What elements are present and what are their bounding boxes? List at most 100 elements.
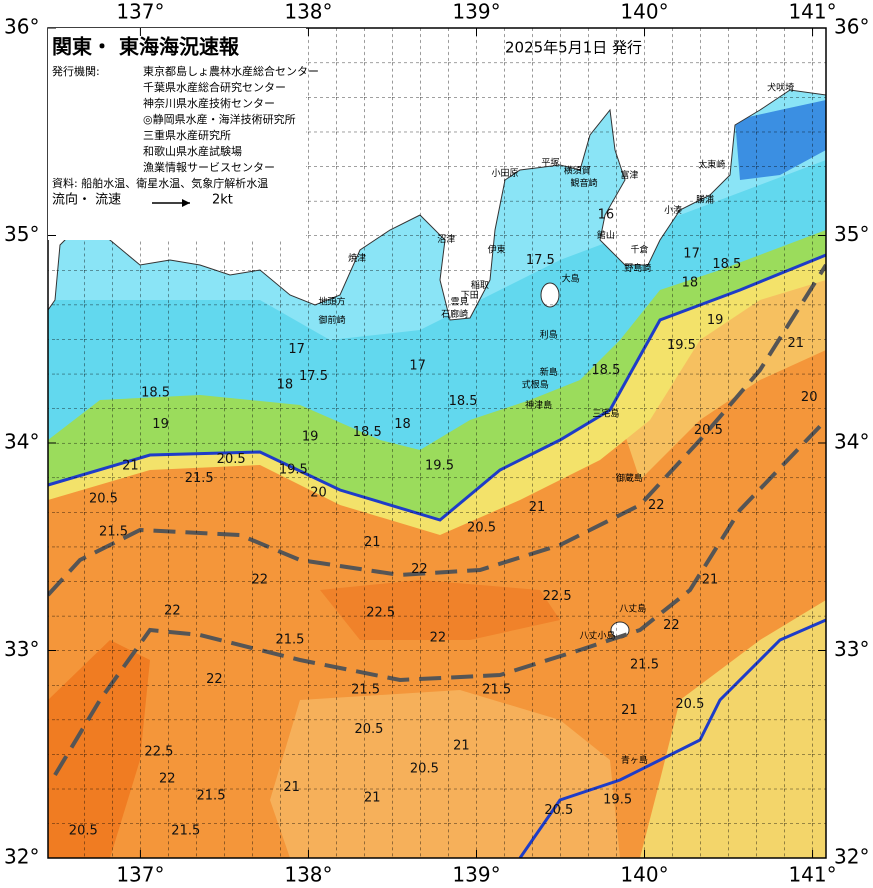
- contour-label: 19.5: [603, 792, 632, 807]
- flow-scale: 2kt: [212, 193, 233, 208]
- place-name: 太東崎: [698, 158, 725, 170]
- contour-label: 19: [302, 429, 319, 444]
- contour-label: 18: [277, 377, 294, 392]
- contour-label: 18: [394, 417, 411, 432]
- issue-date: 2025年5月1日 発行: [505, 39, 642, 57]
- place-name: 小田原: [492, 168, 519, 179]
- y-tick-label: 33°: [834, 637, 869, 661]
- y-tick-label: 36°: [4, 15, 39, 39]
- place-name: 観音崎: [571, 177, 598, 189]
- place-name: 横須賀: [564, 165, 591, 177]
- agency: ◎静岡県水産・海洋技術研究所: [143, 112, 296, 126]
- place-name: 犬吠埼: [767, 82, 794, 94]
- place-name: 伊東: [488, 244, 506, 256]
- place-name: 御蔵島: [616, 472, 643, 484]
- contour-label: 21.5: [197, 788, 226, 803]
- contour-label: 21.5: [351, 682, 380, 697]
- agency: 和歌山県水産試験場: [143, 144, 242, 158]
- contour-label: 22: [430, 631, 447, 646]
- x-tick-label: 137°: [116, 0, 164, 24]
- contour-label: 22.5: [144, 745, 173, 760]
- x-tick-label: 138°: [284, 863, 332, 887]
- agency: 漁業情報サービスセンター: [143, 160, 275, 174]
- x-tick-label: 139°: [452, 863, 500, 887]
- contour-label: 17.5: [526, 253, 555, 268]
- y-tick-label: 36°: [834, 15, 869, 39]
- contour-label: 20.5: [354, 722, 383, 737]
- x-tick-label: 137°: [116, 863, 164, 887]
- place-name: 平塚: [541, 157, 559, 168]
- contour-label: 22: [251, 572, 268, 587]
- place-name: 御前崎: [318, 314, 345, 326]
- place-name: 富津: [620, 169, 638, 181]
- contour-label: 18.5: [141, 386, 170, 401]
- contour-label: 21.5: [185, 471, 214, 486]
- source: 資料: 船舶水温、衛星水温、気象庁解析水温: [52, 176, 268, 190]
- place-name: 利島: [540, 329, 558, 341]
- contour-label: 22: [164, 604, 181, 619]
- contour-label: 18.5: [449, 394, 478, 409]
- place-name: 式根島: [522, 378, 549, 390]
- contour-label: 19: [152, 417, 169, 432]
- contour-label: 21: [529, 500, 546, 515]
- place-name: 八丈小島: [579, 629, 615, 641]
- contour-label: 17: [409, 359, 426, 374]
- place-name: 雲見: [451, 296, 469, 307]
- contour-label: 18.5: [712, 257, 741, 272]
- contour-label: 21: [122, 458, 139, 473]
- contour-label: 22: [159, 772, 176, 787]
- contour-label: 16: [598, 207, 615, 222]
- flow-label: 流向・ 流速: [52, 192, 121, 208]
- contour-label: 20.5: [69, 824, 98, 839]
- contour-label: 20.5: [544, 803, 573, 818]
- contour-label: 22: [206, 672, 223, 687]
- contour-label: 21.5: [482, 682, 511, 697]
- contour-label: 20.5: [410, 761, 439, 776]
- contour-label: 18.5: [353, 425, 382, 440]
- contour-label: 21: [453, 738, 470, 753]
- contour-label: 22.5: [366, 606, 395, 621]
- y-tick-label: 34°: [4, 430, 39, 454]
- contour-label: 20.5: [675, 697, 704, 712]
- y-tick-label: 32°: [834, 845, 869, 869]
- y-tick-label: 34°: [834, 430, 869, 454]
- contour-label: 17.5: [299, 369, 328, 384]
- contour-label: 21: [364, 535, 381, 550]
- place-name: 小湊: [664, 204, 682, 216]
- x-tick-label: 141°: [788, 863, 836, 887]
- contour-label: 21: [283, 780, 300, 795]
- agency: 神奈川県水産技術センター: [143, 96, 275, 110]
- place-name: 稲取: [471, 279, 489, 291]
- y-tick-label: 35°: [4, 222, 39, 246]
- contour-label: 21.5: [275, 633, 304, 648]
- contour-label: 20.5: [467, 521, 496, 536]
- contour-label: 20.5: [89, 492, 118, 507]
- contour-label: 21.5: [99, 525, 128, 540]
- agency: 千葉県水産総合研究センター: [143, 80, 286, 94]
- y-tick-label: 35°: [834, 222, 869, 246]
- title: 関東・ 東海海況速報: [52, 35, 240, 59]
- contour-label: 22: [663, 618, 680, 633]
- contour-label: 20: [310, 485, 327, 500]
- contour-label: 22: [411, 562, 428, 577]
- contour-label: 19.5: [425, 458, 454, 473]
- contour-label: 20.5: [694, 423, 723, 438]
- place-name: 勝浦: [696, 194, 714, 206]
- flow-arrow-head: [182, 199, 190, 207]
- contour-label: 22: [648, 498, 665, 513]
- place-name: 青ヶ島: [621, 754, 648, 766]
- place-name: 神津島: [525, 399, 552, 411]
- agency: 三重県水産研究所: [143, 128, 231, 142]
- contour-label: 21.5: [630, 658, 659, 673]
- x-tick-label: 140°: [620, 0, 668, 24]
- agencies-label: 発行機関:: [52, 64, 100, 78]
- contour-label: 21.5: [171, 824, 200, 839]
- agency: 東京都島しょ農林水産総合センター: [143, 64, 319, 78]
- contour-label: 20: [801, 390, 818, 405]
- contour-label: 21: [787, 336, 804, 351]
- place-name: 野島崎: [624, 262, 651, 274]
- contour-label: 19.5: [279, 462, 308, 477]
- contour-label: 21: [621, 703, 638, 718]
- place-name: 千倉: [630, 244, 648, 256]
- contour-label: 20.5: [217, 452, 246, 467]
